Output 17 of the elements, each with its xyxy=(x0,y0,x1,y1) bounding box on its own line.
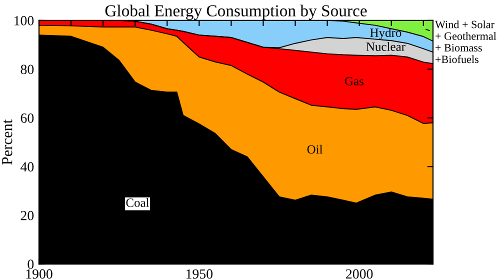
y-tick-label: 0 xyxy=(28,260,34,269)
x-tick-label: 1950 xyxy=(186,269,213,279)
x-tick-label: 2000 xyxy=(346,269,373,279)
x-tick-label: 1900 xyxy=(26,269,52,279)
y-tick-label: 40 xyxy=(20,162,34,172)
y-tick-label: 20 xyxy=(20,210,34,220)
legend-label: Wind + Solar + Geothermal + Biomass +Biofuels xyxy=(434,20,496,64)
series-label: Nuclear xyxy=(366,42,406,51)
y-tick-label: 60 xyxy=(20,113,34,123)
series-label: Gas xyxy=(344,76,364,86)
y-tick-label: 100 xyxy=(14,16,34,26)
series-label: Oil xyxy=(307,144,323,154)
chart-title: Global Energy Consumption by Source xyxy=(105,4,367,20)
legend-label: Hydro xyxy=(370,28,402,40)
y-tick-label: 80 xyxy=(20,64,34,74)
series-label: Coal xyxy=(126,198,150,207)
y-axis-title: Percent xyxy=(2,119,12,165)
